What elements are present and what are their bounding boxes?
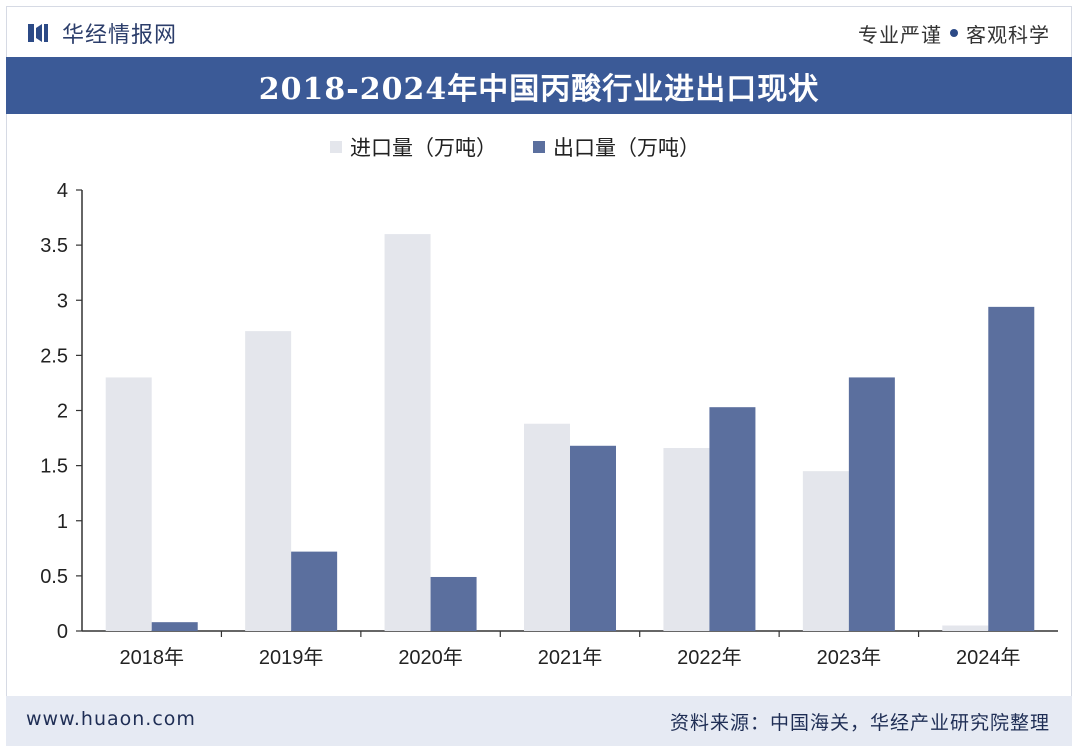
x-tick-label: 2018年 xyxy=(119,646,184,669)
y-tick-label: 3 xyxy=(57,290,68,312)
import-bar xyxy=(384,234,431,631)
x-tick-label: 2022年 xyxy=(677,646,742,669)
import-bar xyxy=(663,447,710,631)
x-tick-label: 2021年 xyxy=(538,646,603,669)
y-tick-label: 4 xyxy=(57,180,68,202)
x-tick-label: 2019年 xyxy=(259,646,324,669)
export-bar xyxy=(848,377,895,631)
export-bar xyxy=(430,576,477,631)
import-bar xyxy=(802,471,849,631)
slogan-left: 专业严谨 xyxy=(858,22,942,47)
y-tick-label: 0 xyxy=(57,621,68,643)
y-tick-label: 1 xyxy=(57,511,68,533)
legend-swatch-import xyxy=(330,141,342,153)
y-tick-label: 0.5 xyxy=(40,566,68,588)
y-tick-label: 2.5 xyxy=(40,345,68,367)
slogan-dot-icon xyxy=(950,29,958,37)
export-bar xyxy=(988,306,1035,631)
y-tick-label: 1.5 xyxy=(40,456,68,478)
chart-title: 2018-2024年中国丙酸行业进出口现状 xyxy=(258,71,820,107)
x-tick-label: 2024年 xyxy=(956,646,1021,669)
export-bar xyxy=(570,445,616,631)
y-tick-label: 3.5 xyxy=(40,235,68,257)
slogan-right: 客观科学 xyxy=(966,22,1050,47)
footer-source: 资料来源：中国海关，华经产业研究院整理 xyxy=(669,712,1050,734)
legend-label-import: 进口量（万吨） xyxy=(350,136,497,160)
title-banner: 2018-2024年中国丙酸行业进出口现状 xyxy=(6,57,1072,114)
brand: 华经情报网 xyxy=(26,18,177,48)
chart-legend: 进口量（万吨） 出口量（万吨） xyxy=(330,130,700,164)
footer-bar xyxy=(6,696,1072,746)
y-tick-label: 2 xyxy=(57,401,68,423)
footer-url: www.huaon.com xyxy=(26,708,196,730)
import-bar xyxy=(245,331,292,631)
export-bar xyxy=(291,551,338,631)
legend-item-export: 出口量（万吨） xyxy=(533,132,700,162)
legend-item-import: 进口量（万吨） xyxy=(330,132,497,162)
brand-name: 华经情报网 xyxy=(62,23,178,48)
slogan: 专业严谨 客观科学 xyxy=(858,18,1050,48)
x-tick-label: 2023年 xyxy=(817,646,882,669)
export-bar xyxy=(151,622,198,631)
import-bar xyxy=(942,625,989,631)
import-bar xyxy=(524,423,570,631)
export-bar xyxy=(709,407,756,631)
x-tick-label: 2020年 xyxy=(398,646,463,669)
import-bar xyxy=(105,377,152,631)
huajing-logo-icon xyxy=(28,24,48,42)
legend-swatch-export xyxy=(533,141,545,153)
legend-label-export: 出口量（万吨） xyxy=(553,136,700,160)
